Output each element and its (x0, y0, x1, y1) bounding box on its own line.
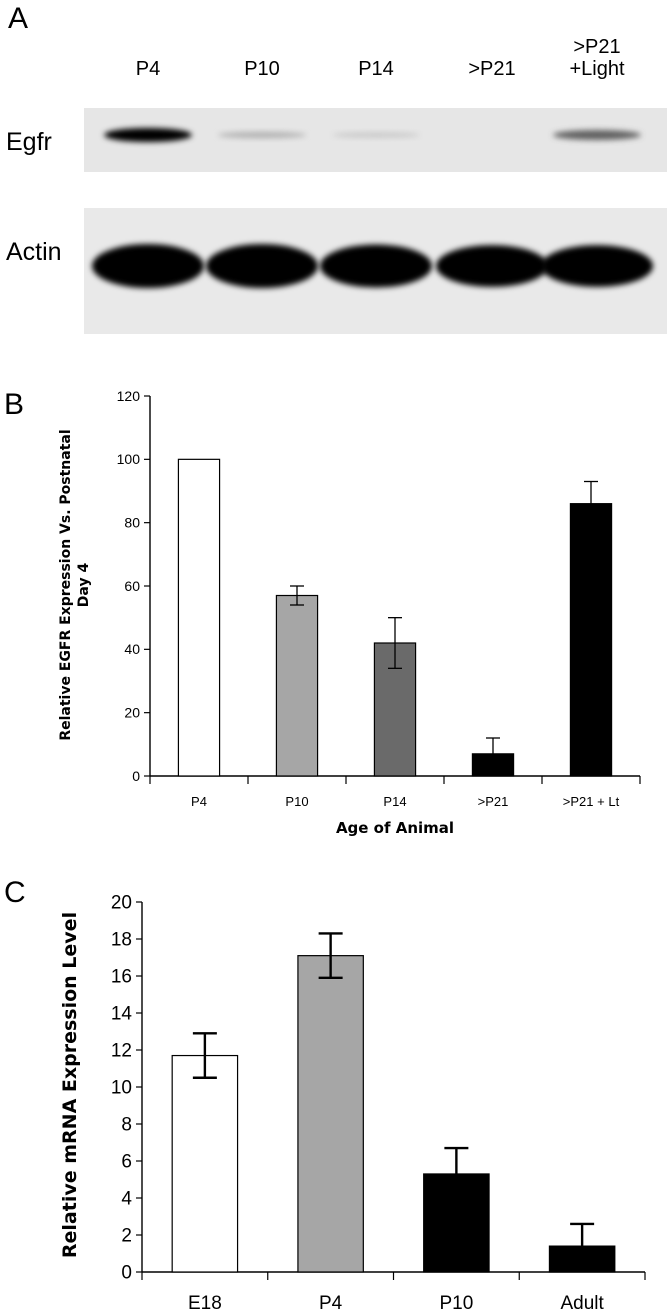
actin-band (541, 245, 653, 287)
x-tick-label: P14 (383, 794, 406, 809)
bar (275, 594, 319, 777)
y-axis-title-line-2: Day 4 (76, 563, 92, 608)
actin-band (206, 244, 318, 288)
egfr-band (104, 128, 192, 142)
blot-lane-label: P4 (135, 58, 161, 80)
x-tick-label: P4 (191, 794, 207, 809)
y-tick-label: 120 (117, 388, 141, 404)
x-tick-label: P10 (439, 1293, 473, 1313)
x-tick-label: >P21 + Lt (563, 794, 620, 809)
y-tick-label: 60 (124, 578, 140, 594)
y-axis-title: Relative EGFR Expression Vs. Postnatal Da… (58, 429, 92, 740)
y-axis-title-line-1: Relative EGFR Expression Vs. Postnatal (58, 429, 74, 740)
egfr-band (553, 130, 641, 140)
y-tick-label: 80 (124, 515, 140, 531)
blot-lane-label: >P21 +Light (569, 36, 625, 80)
blot-row-label-egfr: Egfr (6, 128, 52, 156)
actin-band (92, 244, 204, 288)
y-tick-label: 40 (124, 641, 140, 657)
blot-row-label-actin: Actin (6, 238, 62, 266)
y-tick-label: 6 (121, 1152, 132, 1173)
y-axis-title: Relative mRNA Expression Level (59, 912, 81, 1258)
blot-lane-label: P10 (244, 58, 280, 80)
x-tick-label: >P21 (478, 794, 509, 809)
bar (177, 458, 221, 777)
blot-lane-label: P14 (358, 58, 394, 80)
blot-strip-egfr (84, 108, 667, 172)
x-tick-label: P10 (285, 794, 308, 809)
actin-band (436, 245, 548, 287)
x-axis-title: Age of Animal (336, 819, 454, 837)
y-tick-label: 12 (111, 1041, 132, 1062)
blot-lane-label: >P21 (468, 58, 516, 80)
y-tick-label: 4 (121, 1189, 132, 1210)
bar (297, 955, 364, 1273)
western-blot (84, 108, 667, 334)
panel-b-letter: B (4, 388, 25, 421)
egfr-band (218, 131, 306, 139)
egfr-band (332, 132, 420, 138)
y-tick-label: 2 (121, 1226, 132, 1247)
panel-c-letter: C (4, 876, 26, 909)
x-tick-label: P4 (319, 1293, 343, 1313)
y-tick-label: 0 (121, 1263, 132, 1284)
y-tick-label: 18 (111, 930, 132, 951)
y-tick-label: 16 (111, 967, 132, 988)
y-tick-label: 20 (111, 893, 132, 914)
actin-band (320, 244, 432, 288)
x-tick-label: E18 (188, 1293, 222, 1313)
panel-a-letter: A (8, 2, 29, 35)
y-tick-label: 20 (124, 705, 140, 721)
y-tick-label: 0 (132, 768, 140, 784)
bar (171, 1054, 239, 1273)
y-tick-label: 8 (121, 1115, 132, 1136)
x-tick-label: Adult (560, 1293, 604, 1313)
y-tick-label: 14 (111, 1004, 133, 1025)
y-tick-label: 100 (117, 451, 141, 467)
y-tick-label: 10 (111, 1078, 132, 1099)
